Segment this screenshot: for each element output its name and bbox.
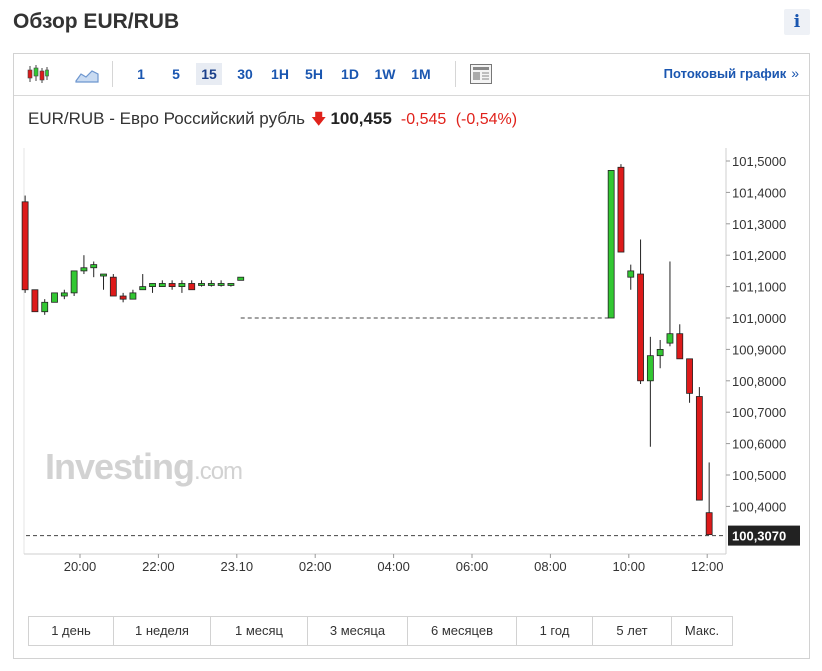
current-price-tag xyxy=(728,525,800,546)
interval-5[interactable]: 5 xyxy=(172,66,180,82)
watermark-main: Investing xyxy=(45,446,195,487)
chart-panel: 1 5 15 30 1H 5H 1D 1W 1M Потоковый график» EUR/R… xyxy=(13,53,810,659)
price-change-percent: (-0,54%) xyxy=(455,111,518,128)
y-tick-label: 101,1000 xyxy=(732,280,786,295)
interval-1[interactable]: 1 xyxy=(137,66,145,82)
candle-up xyxy=(100,273,107,277)
candle-up xyxy=(237,276,245,281)
toolbar-divider xyxy=(455,61,456,87)
interval-30[interactable]: 30 xyxy=(237,66,253,82)
candle-up xyxy=(666,333,674,344)
candle-up xyxy=(656,348,664,357)
y-tick-label: 100,7000 xyxy=(732,405,786,420)
stream-chart-link[interactable]: Потоковый график » xyxy=(664,65,799,81)
candle-up xyxy=(90,264,98,269)
interval-1w[interactable]: 1W xyxy=(374,66,396,82)
range-button[interactable]: 6 месяцев xyxy=(408,617,517,645)
interval-5h[interactable]: 5H xyxy=(305,66,323,82)
y-tick-label: 100,8000 xyxy=(732,374,786,389)
down-arrow-icon: 🡇 xyxy=(311,111,327,128)
candle-up xyxy=(139,286,147,291)
candle-down xyxy=(188,283,196,291)
candle-down xyxy=(676,333,684,360)
y-tick-label: 100,9000 xyxy=(732,342,786,357)
candle-up xyxy=(60,292,68,297)
x-tick-label: 20:00 xyxy=(64,559,97,574)
x-tick-label: 22:00 xyxy=(142,559,175,574)
price-chart[interactable]: 101,5000 101,4000 101,3000 101,2000 101,1000… xyxy=(14,54,809,614)
candle-up xyxy=(80,267,88,272)
area-chart-icon[interactable] xyxy=(74,63,100,85)
y-tick-label: 100,4000 xyxy=(732,499,786,514)
interval-1d[interactable]: 1D xyxy=(341,66,359,82)
quote-line: EUR/RUB - Евро Российский рубль 🡇 100,455-… xyxy=(28,109,517,134)
x-tick-label: 12:00 xyxy=(691,559,724,574)
candle-up xyxy=(149,283,156,288)
x-tick-label: 08:00 xyxy=(534,559,567,574)
chevron-right-icon: » xyxy=(791,65,799,81)
stream-chart-label: Потоковый график xyxy=(663,66,787,81)
y-tick-label: 101,0000 xyxy=(732,311,786,326)
x-tick-label: 04:00 xyxy=(377,559,410,574)
range-button[interactable]: 1 месяц xyxy=(211,617,308,645)
interval-1m[interactable]: 1M xyxy=(411,66,431,82)
candle-down xyxy=(119,295,127,300)
y-tick-label: 100,6000 xyxy=(732,437,786,452)
candle-up xyxy=(207,283,215,286)
current-price-label: 100,3070 xyxy=(732,529,786,544)
range-button[interactable]: 1 год xyxy=(517,617,593,645)
interval-15[interactable]: 15 xyxy=(196,63,222,85)
x-tick-label: 10:00 xyxy=(613,559,646,574)
candlestick-chart-icon[interactable] xyxy=(26,63,50,85)
toolbar-divider xyxy=(112,61,113,87)
instrument-name: EUR/RUB - Евро Российский рубль xyxy=(28,109,306,128)
candle-up xyxy=(646,355,654,382)
candle-down xyxy=(705,512,713,536)
y-tick-label: 101,3000 xyxy=(732,217,786,232)
candle-up xyxy=(129,292,137,300)
x-tick-label: 02:00 xyxy=(299,559,332,574)
candle-down xyxy=(109,276,117,297)
candle-up xyxy=(198,283,205,286)
candle-up xyxy=(607,170,615,319)
candle-up xyxy=(51,292,58,303)
interval-1h[interactable]: 1H xyxy=(271,66,289,82)
x-tick-label: 23.10 xyxy=(221,559,254,574)
price-change: -0,545 xyxy=(400,111,447,128)
range-button[interactable]: 5 лет xyxy=(593,617,672,645)
time-range-selector: 1 день 1 неделя 1 месяц 3 месяца 6 месяцев 1 … xyxy=(28,616,733,646)
candle-up xyxy=(70,270,78,294)
candle-up xyxy=(217,283,225,286)
y-tick-label: 101,2000 xyxy=(732,248,786,263)
candle-up xyxy=(41,301,49,313)
y-tick-label: 101,5000 xyxy=(732,154,786,169)
candle-down xyxy=(617,166,625,253)
y-tick-label: 101,4000 xyxy=(732,185,786,200)
range-button[interactable]: 1 день xyxy=(29,617,114,645)
candle-down xyxy=(695,396,703,501)
candle-down xyxy=(637,273,644,382)
candle-down xyxy=(168,283,176,288)
candle-down xyxy=(21,201,29,291)
investing-watermark: Investing.com xyxy=(45,446,243,488)
y-tick-label: 100,5000 xyxy=(732,468,786,483)
candle-up xyxy=(627,270,635,278)
range-button[interactable]: 3 месяца xyxy=(308,617,408,645)
newspaper-icon[interactable] xyxy=(469,63,493,85)
range-button[interactable]: Макс. xyxy=(684,623,720,638)
candle-up xyxy=(227,283,235,286)
range-button[interactable]: 1 неделя xyxy=(114,617,211,645)
info-icon[interactable]: i xyxy=(784,9,810,35)
candle-down xyxy=(686,358,693,394)
page-title: Обзор EUR/RUB xyxy=(13,10,180,33)
chart-toolbar: 1 5 15 30 1H 5H 1D 1W 1M Потоковый график» xyxy=(14,54,809,96)
last-price: 100,455 xyxy=(330,109,392,128)
candle-up xyxy=(178,283,186,288)
candle-up xyxy=(158,283,166,288)
watermark-suffix: .com xyxy=(194,458,243,485)
candle-down xyxy=(31,289,39,313)
x-tick-label: 06:00 xyxy=(456,559,489,574)
